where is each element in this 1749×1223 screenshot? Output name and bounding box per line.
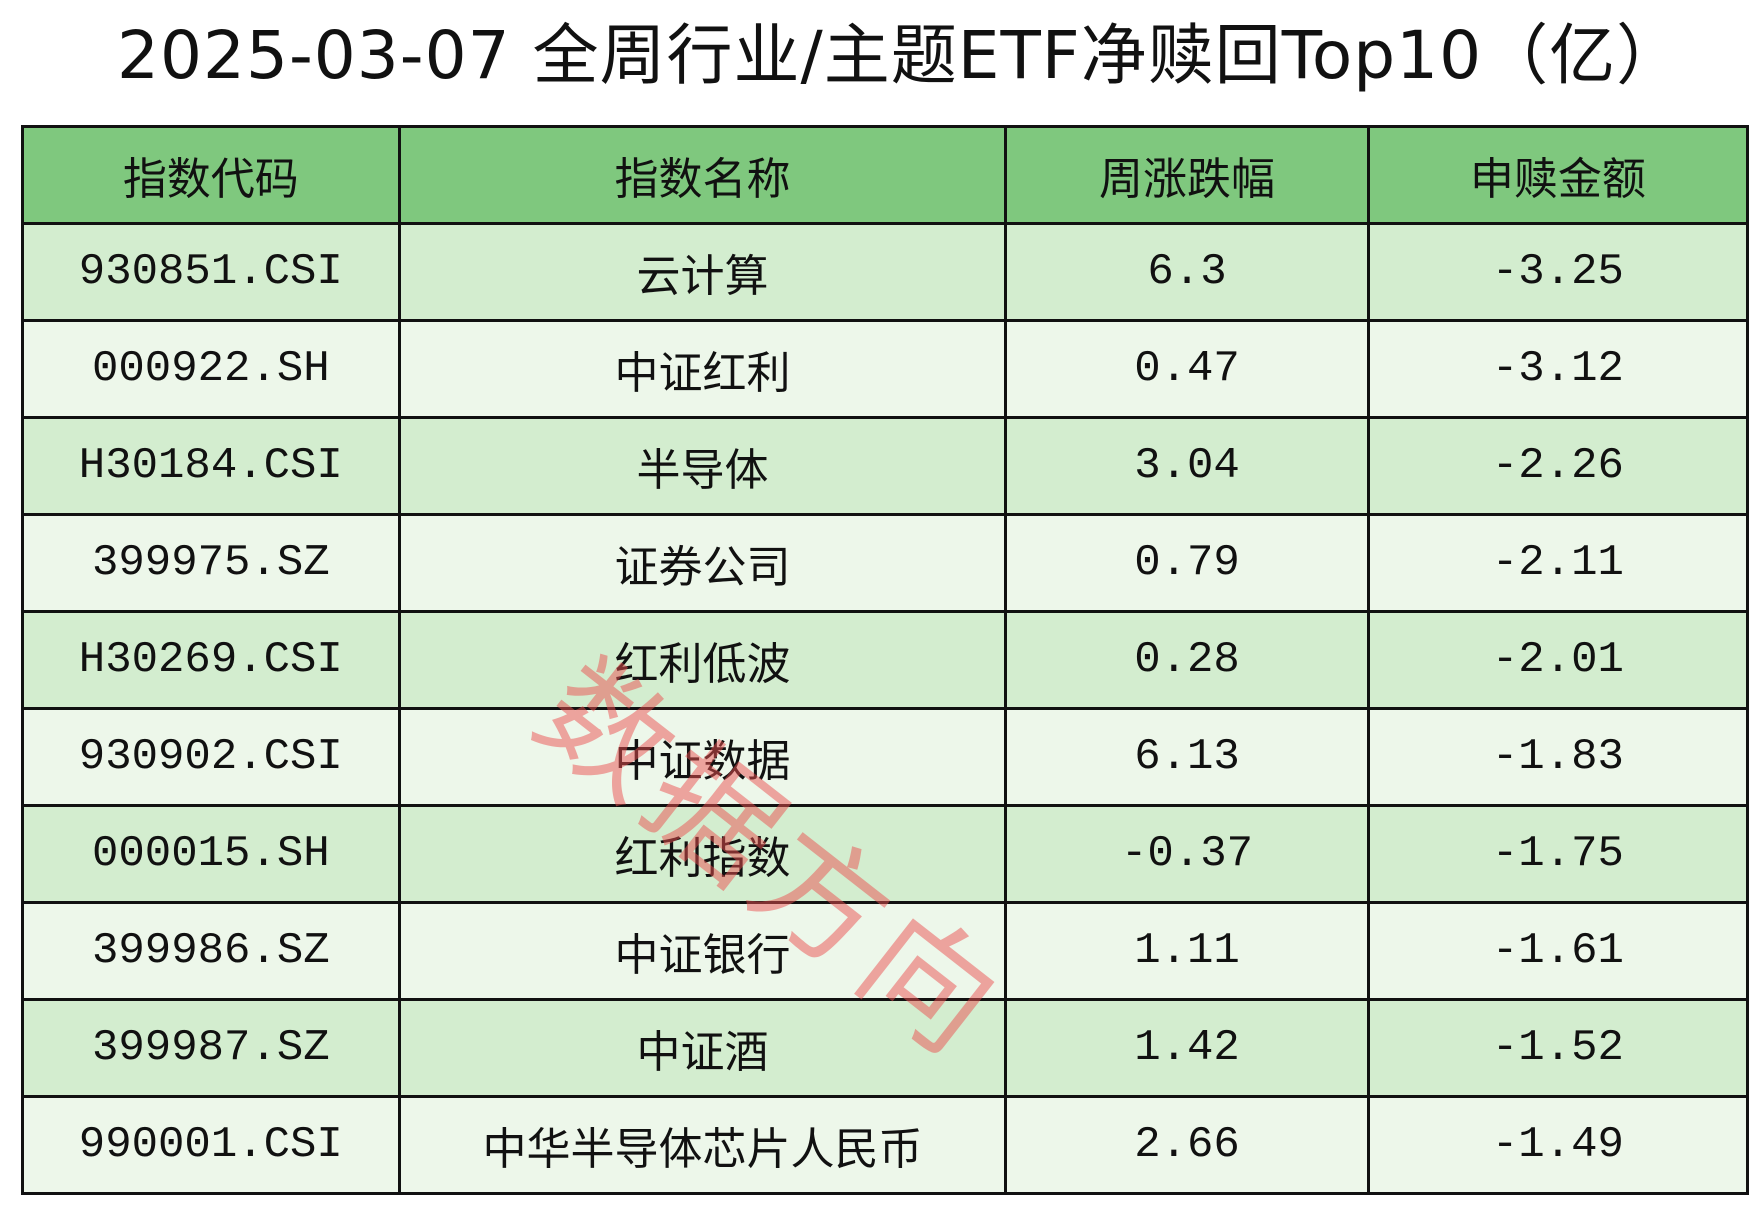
- table-row: H30269.CSI 红利低波 0.28 -2.01: [21, 610, 1749, 710]
- header-net-flow: 申赎金额: [1366, 125, 1749, 225]
- cell-weekly-change: -0.37: [1004, 804, 1370, 904]
- cell-net-flow: -2.01: [1366, 610, 1749, 710]
- table-row: 399975.SZ 证券公司 0.79 -2.11: [21, 513, 1749, 613]
- cell-index-code: 399986.SZ: [21, 901, 401, 1001]
- cell-index-code: 399987.SZ: [21, 998, 401, 1098]
- cell-index-name: 证券公司: [397, 513, 1008, 613]
- cell-net-flow: -2.11: [1366, 513, 1749, 613]
- cell-net-flow: -1.61: [1366, 901, 1749, 1001]
- table-row: 399987.SZ 中证酒 1.42 -1.52: [21, 998, 1749, 1098]
- header-index-name: 指数名称: [397, 125, 1008, 225]
- cell-weekly-change: 0.79: [1004, 513, 1370, 613]
- cell-index-code: 930851.CSI: [21, 222, 401, 322]
- table-row: 990001.CSI 中华半导体芯片人民币 2.66 -1.49: [21, 1095, 1749, 1195]
- cell-weekly-change: 2.66: [1004, 1095, 1370, 1195]
- cell-weekly-change: 0.47: [1004, 319, 1370, 419]
- cell-weekly-change: 6.13: [1004, 707, 1370, 807]
- cell-index-name: 中证酒: [397, 998, 1008, 1098]
- cell-net-flow: -1.83: [1366, 707, 1749, 807]
- header-index-code: 指数代码: [21, 125, 401, 225]
- cell-index-code: H30184.CSI: [21, 416, 401, 516]
- cell-index-name: 云计算: [397, 222, 1008, 322]
- etf-redemption-table: 指数代码 指数名称 周涨跌幅 申赎金额 930851.CSI 云计算 6.3 -3.2…: [21, 125, 1749, 1195]
- header-weekly-change: 周涨跌幅: [1004, 125, 1370, 225]
- cell-index-name: 中证数据: [397, 707, 1008, 807]
- table-header-row: 指数代码 指数名称 周涨跌幅 申赎金额: [21, 125, 1749, 225]
- table-row: H30184.CSI 半导体 3.04 -2.26: [21, 416, 1749, 516]
- cell-net-flow: -1.49: [1366, 1095, 1749, 1195]
- cell-weekly-change: 0.28: [1004, 610, 1370, 710]
- cell-net-flow: -1.52: [1366, 998, 1749, 1098]
- cell-index-name: 红利指数: [397, 804, 1008, 904]
- cell-net-flow: -3.25: [1366, 222, 1749, 322]
- cell-index-code: H30269.CSI: [21, 610, 401, 710]
- cell-weekly-change: 3.04: [1004, 416, 1370, 516]
- cell-index-code: 000922.SH: [21, 319, 401, 419]
- cell-net-flow: -2.26: [1366, 416, 1749, 516]
- table-row: 399986.SZ 中证银行 1.11 -1.61: [21, 901, 1749, 1001]
- cell-index-code: 930902.CSI: [21, 707, 401, 807]
- cell-index-code: 399975.SZ: [21, 513, 401, 613]
- table-row: 000015.SH 红利指数 -0.37 -1.75: [21, 804, 1749, 904]
- cell-index-name: 中证银行: [397, 901, 1008, 1001]
- cell-net-flow: -3.12: [1366, 319, 1749, 419]
- table-row: 000922.SH 中证红利 0.47 -3.12: [21, 319, 1749, 419]
- table-row: 930851.CSI 云计算 6.3 -3.25: [21, 222, 1749, 322]
- cell-index-name: 中证红利: [397, 319, 1008, 419]
- cell-weekly-change: 6.3: [1004, 222, 1370, 322]
- page-title: 2025-03-07 全周行业/主题ETF净赎回Top10（亿）: [117, 17, 1684, 94]
- cell-index-code: 990001.CSI: [21, 1095, 401, 1195]
- cell-weekly-change: 1.42: [1004, 998, 1370, 1098]
- cell-net-flow: -1.75: [1366, 804, 1749, 904]
- table-row: 930902.CSI 中证数据 6.13 -1.83: [21, 707, 1749, 807]
- cell-index-name: 中华半导体芯片人民币: [397, 1095, 1008, 1195]
- cell-index-code: 000015.SH: [21, 804, 401, 904]
- cell-weekly-change: 1.11: [1004, 901, 1370, 1001]
- cell-index-name: 红利低波: [397, 610, 1008, 710]
- cell-index-name: 半导体: [397, 416, 1008, 516]
